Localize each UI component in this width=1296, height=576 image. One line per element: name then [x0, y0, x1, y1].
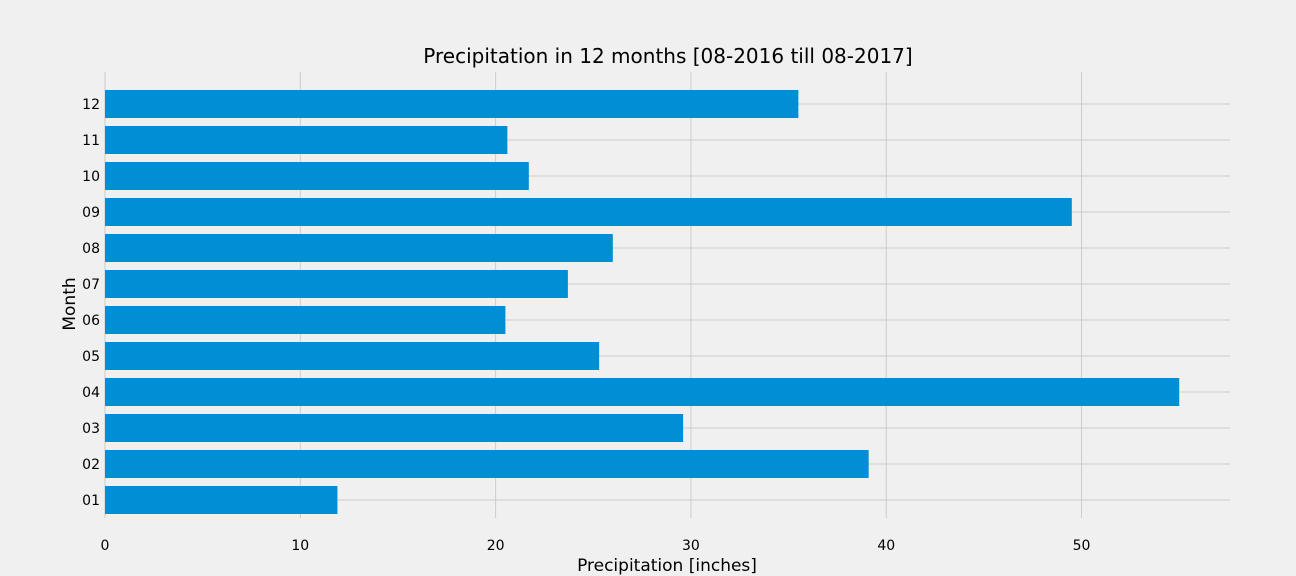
x-tick-label: 0 — [101, 538, 110, 554]
y-tick-label: 06 — [82, 313, 100, 329]
bar-09 — [105, 198, 1072, 226]
y-tick-label: 02 — [82, 457, 100, 473]
y-tick-label: 09 — [82, 205, 100, 221]
y-tick-label: 01 — [82, 493, 100, 509]
y-tick-label: 08 — [82, 241, 100, 257]
bar-03 — [105, 414, 684, 442]
x-tick-label: 40 — [877, 538, 895, 554]
x-tick-label: 10 — [291, 538, 309, 554]
y-tick-label: 04 — [82, 385, 100, 401]
bar-12 — [105, 90, 799, 118]
bar-08 — [105, 234, 613, 262]
bar-01 — [105, 486, 338, 514]
x-tick-labels: 0 10 20 30 40 50 — [101, 538, 1091, 554]
x-axis-label: Precipitation [inches] — [577, 556, 757, 576]
x-tick-label: 20 — [487, 538, 505, 554]
bars — [105, 90, 1180, 514]
y-tick-label: 11 — [82, 133, 100, 149]
x-tick-label: 30 — [682, 538, 700, 554]
y-tick-label: 12 — [82, 97, 100, 113]
y-tick-label: 05 — [82, 349, 100, 365]
y-tick-label: 07 — [82, 277, 100, 293]
bar-06 — [105, 306, 506, 334]
y-tick-label: 10 — [82, 169, 100, 185]
bar-10 — [105, 162, 529, 190]
y-axis-label: Month — [60, 277, 80, 330]
x-tick-label: 50 — [1073, 538, 1091, 554]
chart-title: Precipitation in 12 months [08-2016 till… — [423, 44, 912, 68]
bar-05 — [105, 342, 600, 370]
y-tick-labels: 01 02 03 04 05 06 07 08 09 10 11 12 — [82, 97, 100, 509]
bar-04 — [105, 378, 1180, 406]
bar-11 — [105, 126, 508, 154]
y-tick-label: 03 — [82, 421, 100, 437]
bar-07 — [105, 270, 568, 298]
bar-02 — [105, 450, 869, 478]
